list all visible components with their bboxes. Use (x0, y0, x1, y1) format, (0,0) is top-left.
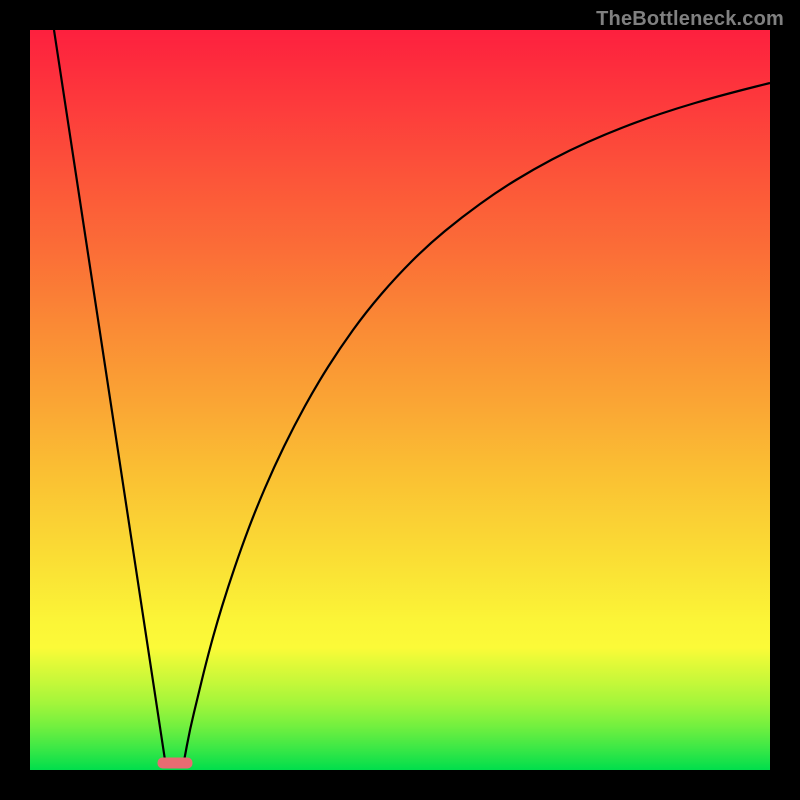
bottleneck-chart (0, 0, 800, 800)
watermark-text: TheBottleneck.com (596, 8, 784, 31)
gradient-background (30, 30, 770, 770)
bottleneck-marker (158, 758, 193, 769)
chart-container: TheBottleneck.com (0, 0, 800, 800)
